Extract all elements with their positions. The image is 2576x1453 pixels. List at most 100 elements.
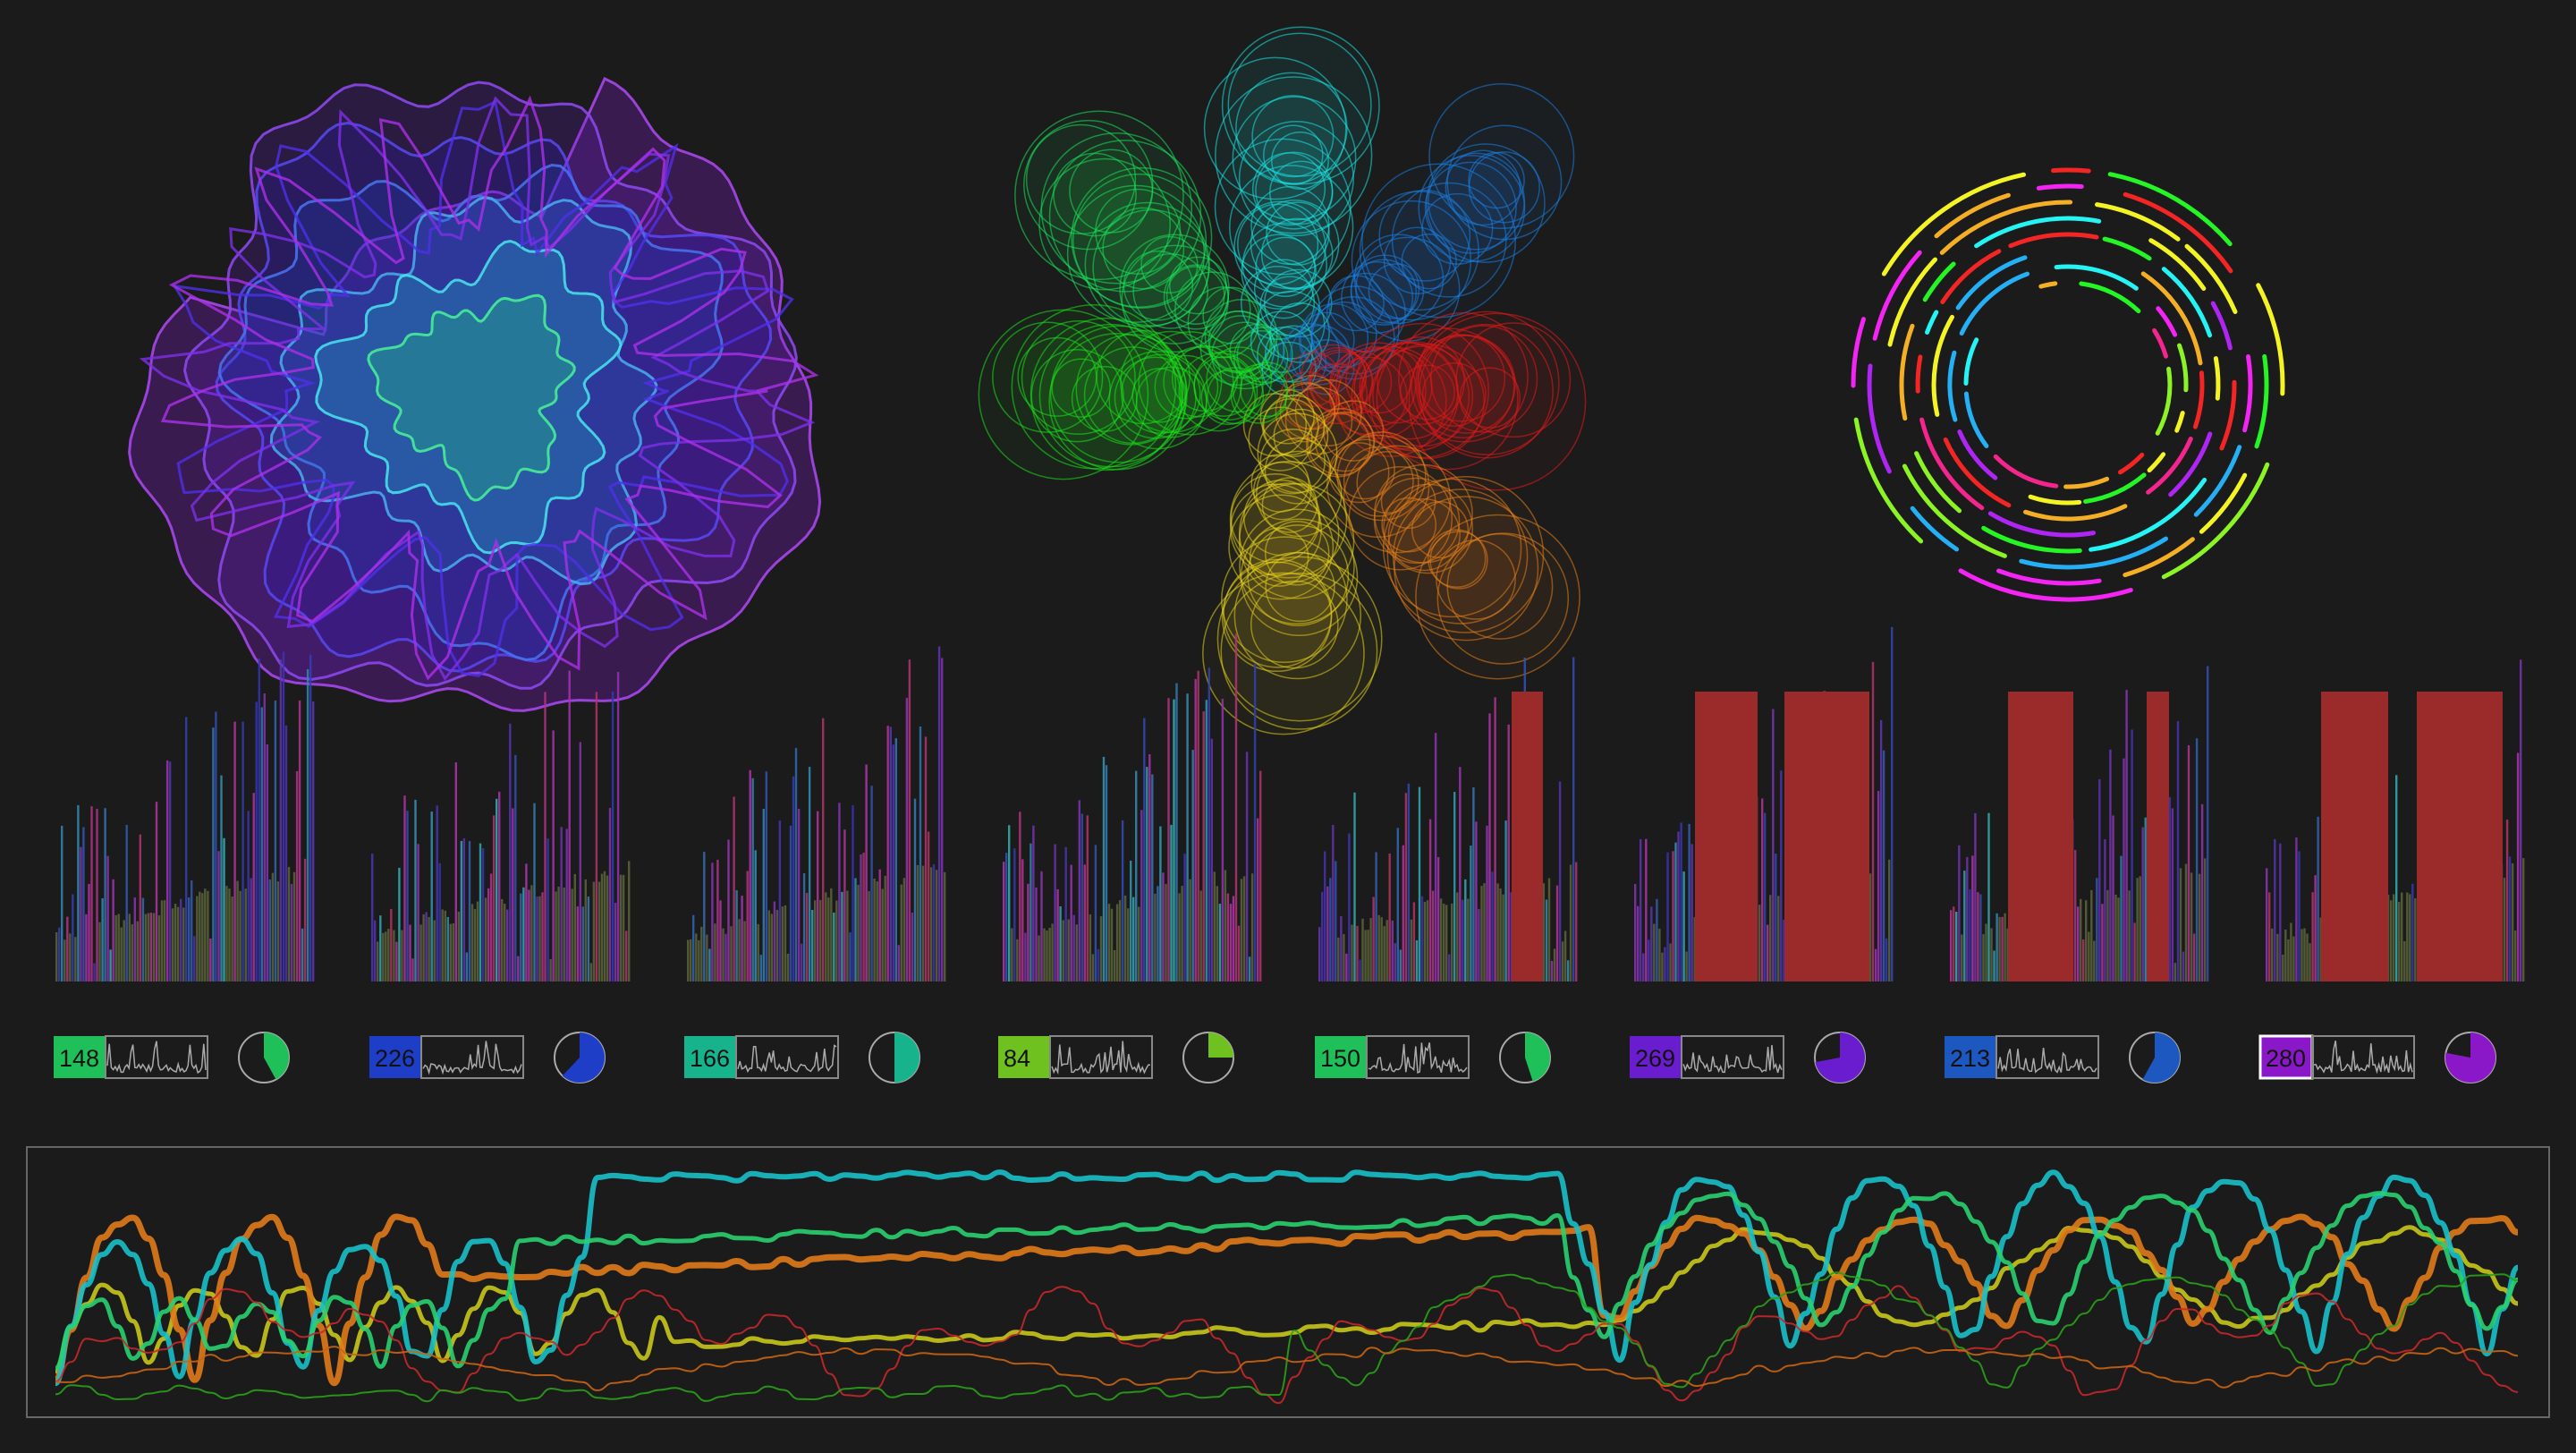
- histogram-bar: [873, 879, 876, 981]
- histogram-bar: [1563, 930, 1567, 981]
- histogram-bar: [1205, 700, 1208, 981]
- histogram-bar: [1415, 940, 1419, 981]
- histogram-bar: [1186, 693, 1189, 981]
- histogram-bar: [1396, 828, 1399, 981]
- histogram-bar: [1140, 810, 1143, 981]
- histogram-bar: [628, 861, 631, 981]
- histogram-bar: [1372, 896, 1375, 981]
- ring-marker: [1322, 400, 1385, 462]
- ring-arc-segment: [1963, 337, 1979, 386]
- histogram-bar: [2179, 868, 2182, 981]
- histogram-bar: [1550, 960, 1554, 981]
- histogram-bar: [1443, 904, 1445, 981]
- histogram-bar: [204, 888, 207, 981]
- panel-indicator[interactable]: 84: [998, 1032, 1234, 1083]
- histogram-bar: [1178, 893, 1181, 981]
- ring-marker: [1427, 529, 1487, 588]
- histogram-bar: [433, 920, 436, 981]
- histogram-bar: [911, 913, 914, 981]
- histogram-bar: [711, 862, 714, 981]
- histogram-bar: [924, 736, 928, 981]
- histogram-bar: [501, 899, 504, 981]
- value-badge[interactable]: [684, 1036, 736, 1078]
- histogram-bar: [377, 941, 379, 981]
- histogram-bar: [695, 933, 698, 981]
- histogram-bar: [584, 879, 587, 981]
- panel-indicator[interactable]: 150: [1315, 1032, 1551, 1083]
- histogram-bar: [547, 838, 549, 981]
- histogram-bar: [549, 959, 552, 981]
- histogram-bar: [775, 910, 779, 981]
- histogram-bar: [449, 923, 452, 981]
- histogram-bar: [1510, 892, 1513, 981]
- histogram-bar: [438, 862, 441, 981]
- histogram-bar: [1451, 903, 1453, 981]
- ring-arc-segment: [1993, 454, 2059, 489]
- panel-indicator[interactable]: 269: [1630, 1032, 1866, 1083]
- ring-marker: [1419, 323, 1554, 459]
- histogram-bar: [2001, 916, 2004, 981]
- value-badge[interactable]: [1315, 1036, 1367, 1078]
- histogram-bar: [1558, 781, 1562, 981]
- histogram-panel: [687, 646, 946, 981]
- histogram-bar: [2082, 939, 2085, 981]
- histogram-bar: [1030, 843, 1032, 981]
- histogram-bar: [1051, 923, 1054, 981]
- histogram-bar: [2282, 955, 2284, 981]
- histogram-bar: [1418, 786, 1421, 981]
- histogram-bar: [919, 726, 922, 981]
- ring-arc-segment: [2219, 379, 2237, 451]
- histogram-bar: [233, 721, 236, 981]
- histogram-bar: [1402, 845, 1404, 981]
- panel-indicator[interactable]: 226: [369, 1032, 606, 1083]
- histogram-bar: [144, 913, 148, 981]
- value-badge[interactable]: [1630, 1036, 1682, 1078]
- histogram-bar: [2198, 873, 2201, 981]
- histogram-bar: [1993, 950, 1996, 981]
- value-badge[interactable]: [1945, 1036, 1996, 1078]
- histogram-bar: [117, 913, 120, 981]
- histogram-bar: [1682, 871, 1685, 981]
- panel-indicator[interactable]: 213: [1945, 1032, 2181, 1083]
- histogram-bar: [274, 700, 277, 981]
- ring-arc-segment: [2008, 232, 2099, 249]
- histogram-bar: [1115, 904, 1119, 981]
- histogram-bar: [1979, 894, 1982, 981]
- histogram-bar: [479, 843, 482, 981]
- histogram-bar: [2271, 928, 2274, 981]
- value-badge[interactable]: [369, 1036, 421, 1078]
- histogram-bar: [1127, 908, 1130, 981]
- histogram-bar: [2204, 858, 2207, 981]
- ring-arc-segment: [1963, 391, 1989, 448]
- histogram-bar: [1680, 822, 1682, 981]
- value-badge[interactable]: [54, 1036, 106, 1078]
- histogram-bar: [727, 839, 730, 981]
- histogram-bar: [163, 900, 166, 981]
- ring-marker: [1372, 345, 1474, 447]
- ring-arc-segment: [2123, 191, 2233, 274]
- panel-indicator[interactable]: 166: [684, 1032, 920, 1083]
- panel-indicator[interactable]: 148: [54, 1032, 290, 1083]
- histogram-bar: [805, 892, 809, 981]
- histogram-bar: [2182, 951, 2185, 981]
- histogram-bar: [1335, 861, 1337, 981]
- sparkline-frame: [2311, 1035, 2415, 1079]
- value-badge[interactable]: [998, 1036, 1050, 1078]
- histogram-bar: [2133, 922, 2136, 981]
- histogram-bar: [1143, 718, 1146, 981]
- histogram-bar: [687, 939, 690, 981]
- histogram-bar: [1642, 953, 1645, 981]
- histogram-bar: [55, 932, 58, 981]
- panel-indicator[interactable]: 280: [2258, 1032, 2496, 1083]
- histogram-bar: [255, 701, 258, 981]
- histogram-bar: [2268, 892, 2271, 981]
- ring-arc-segment: [1867, 363, 1892, 474]
- histogram-bar: [133, 897, 136, 981]
- ring-marker: [1261, 398, 1319, 456]
- histogram-bar: [1772, 709, 1775, 981]
- histogram-bar: [1985, 923, 1987, 981]
- histogram-bar: [2401, 892, 2403, 981]
- histogram-bar: [1777, 896, 1780, 981]
- histogram-bar: [1488, 713, 1491, 981]
- histogram-bar: [1996, 913, 1998, 981]
